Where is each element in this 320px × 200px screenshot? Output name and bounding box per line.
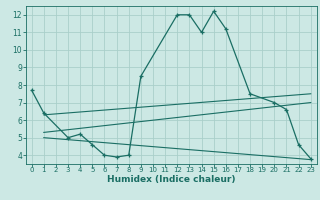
X-axis label: Humidex (Indice chaleur): Humidex (Indice chaleur) xyxy=(107,175,236,184)
